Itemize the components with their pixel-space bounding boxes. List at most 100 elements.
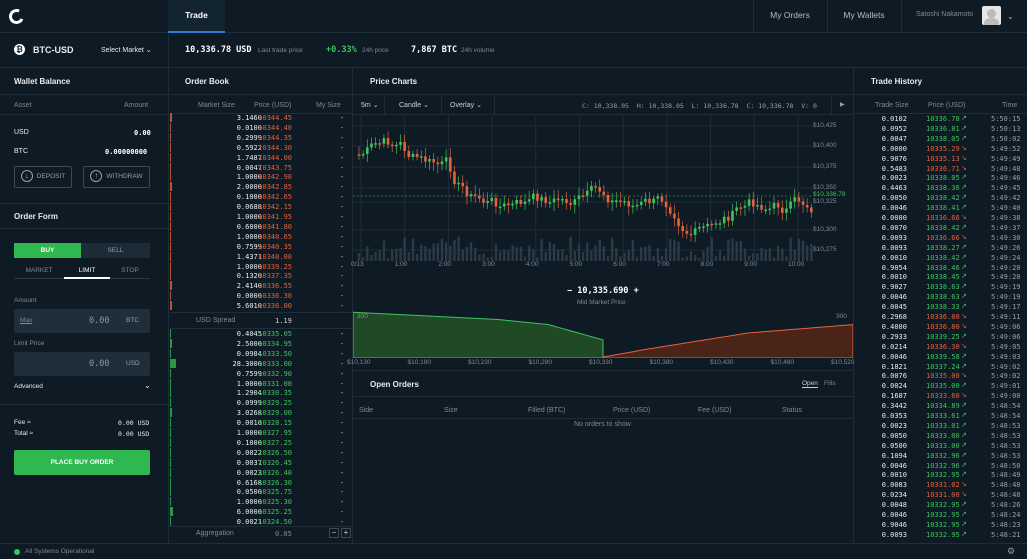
- orderbook-row[interactable]: 0.0022 10326.50 -: [170, 447, 352, 458]
- candle-body[interactable]: [706, 223, 709, 227]
- candle-body[interactable]: [656, 196, 660, 199]
- candle-body[interactable]: [386, 138, 390, 145]
- candle-body[interactable]: [469, 194, 473, 197]
- orderbook-row[interactable]: 1.2904 10330.35 -: [170, 388, 352, 398]
- orderbook-row[interactable]: 3.1460 10344.45 -: [170, 113, 352, 123]
- candle-body[interactable]: [411, 153, 415, 157]
- candle-body[interactable]: [735, 207, 738, 211]
- orderbook-row[interactable]: 28.3000 10333.00 -: [170, 358, 352, 369]
- candle-body[interactable]: [639, 201, 643, 205]
- candle-body[interactable]: [776, 202, 780, 208]
- candle-body[interactable]: [519, 199, 523, 204]
- candle-body[interactable]: [540, 197, 543, 201]
- candle-body[interactable]: [494, 197, 498, 207]
- orderbook-row[interactable]: 6.0000 10325.25 -: [170, 507, 352, 517]
- candle-body[interactable]: [565, 199, 568, 203]
- overlay-select[interactable]: Overlay ⌄: [450, 101, 482, 109]
- candle-body[interactable]: [527, 199, 531, 202]
- candle-body[interactable]: [556, 198, 560, 201]
- candle-body[interactable]: [801, 201, 805, 205]
- candle-body[interactable]: [585, 190, 589, 196]
- advanced-toggle[interactable]: Advanced ⌄: [14, 381, 151, 393]
- candle-body[interactable]: [722, 216, 726, 224]
- orderbook-row[interactable]: 0.1320 10337.35 -: [170, 271, 352, 281]
- candle-body[interactable]: [569, 202, 572, 205]
- aggregation-plus-button[interactable]: +: [341, 528, 351, 538]
- candle-body[interactable]: [436, 162, 440, 165]
- candle-body[interactable]: [473, 194, 477, 196]
- orderbook-row[interactable]: 1.7487 10344.00 -: [170, 152, 352, 163]
- candle-body[interactable]: [693, 228, 697, 235]
- tab-trade[interactable]: Trade: [168, 0, 225, 33]
- candle-body[interactable]: [449, 157, 452, 172]
- orderbook-row[interactable]: 0.0500 10325.75 -: [170, 487, 352, 497]
- candle-body[interactable]: [444, 157, 448, 162]
- orderbook-row[interactable]: 0.0047 10343.75 -: [170, 162, 352, 173]
- candle-body[interactable]: [635, 204, 639, 207]
- orderbook-row[interactable]: 0.0999 10329.25 -: [170, 398, 352, 408]
- orderbook-row[interactable]: 1.0000 10327.95 -: [170, 428, 352, 438]
- candle-body[interactable]: [627, 201, 631, 207]
- orderbook-row[interactable]: 5.6010 10336.00 -: [170, 301, 352, 311]
- place-buy-order-button[interactable]: PLACE BUY ORDER: [14, 450, 150, 475]
- orderbook-row[interactable]: 1.0000 10339.25 -: [170, 261, 352, 272]
- interval-select[interactable]: 5m ⌄: [361, 101, 379, 109]
- chart-type-select[interactable]: Candle ⌄: [399, 101, 429, 109]
- orderbook-row[interactable]: 2.0000 10342.85 -: [170, 182, 352, 192]
- candle-body[interactable]: [357, 154, 361, 156]
- candle-body[interactable]: [465, 186, 469, 197]
- candle-body[interactable]: [544, 197, 548, 204]
- candle-body[interactable]: [478, 195, 481, 199]
- candle-body[interactable]: [764, 209, 767, 212]
- candle-body[interactable]: [561, 199, 564, 201]
- candle-body[interactable]: [781, 207, 784, 213]
- candle-body[interactable]: [457, 182, 460, 185]
- candle-body[interactable]: [652, 198, 655, 204]
- orderbook-row[interactable]: 1.0000 10341.95 -: [170, 212, 352, 222]
- orderbook-row[interactable]: 0.5922 10344.30 -: [170, 142, 352, 153]
- candle-body[interactable]: [702, 226, 705, 228]
- gear-icon[interactable]: ⚙: [1007, 546, 1016, 556]
- candle-body[interactable]: [681, 226, 684, 232]
- candle-body[interactable]: [515, 199, 518, 204]
- orderbook-row[interactable]: 3.0268 10329.00 -: [170, 408, 352, 418]
- candle-body[interactable]: [768, 208, 772, 211]
- candle-body[interactable]: [739, 207, 743, 209]
- candle-body[interactable]: [751, 199, 755, 207]
- candle-body[interactable]: [602, 191, 606, 196]
- candle-body[interactable]: [428, 159, 431, 162]
- tab-open[interactable]: Open: [802, 380, 818, 388]
- candle-body[interactable]: [432, 159, 435, 163]
- candle-body[interactable]: [743, 205, 747, 208]
- candle-body[interactable]: [677, 218, 680, 227]
- candle-body[interactable]: [424, 156, 427, 162]
- orderbook-row[interactable]: 0.0100 10344.40 -: [170, 122, 352, 133]
- candle-body[interactable]: [403, 141, 406, 152]
- candle-body[interactable]: [366, 147, 369, 154]
- candle-body[interactable]: [482, 198, 485, 203]
- select-market-button[interactable]: Select Market ⌄: [101, 46, 152, 54]
- candle-body[interactable]: [548, 202, 552, 204]
- candle-body[interactable]: [805, 204, 809, 208]
- nav-my-wallets[interactable]: My Wallets: [843, 10, 885, 20]
- candle-body[interactable]: [660, 196, 664, 202]
- orderbook-row[interactable]: 2.4140 10336.55 -: [170, 281, 352, 291]
- candle-body[interactable]: [747, 199, 751, 206]
- sell-toggle[interactable]: SELL: [81, 243, 150, 258]
- orderbook-row[interactable]: 1.0000 10331.00 -: [170, 378, 352, 389]
- orderbook-row[interactable]: 0.7599 10332.90 -: [170, 368, 352, 379]
- candle-body[interactable]: [631, 205, 635, 208]
- candle-body[interactable]: [511, 203, 514, 206]
- deposit-button[interactable]: ↓ DEPOSIT: [14, 166, 72, 188]
- orderbook-row[interactable]: 0.1000 10342.65 -: [170, 192, 352, 202]
- orderbook-row[interactable]: 0.0021 10324.50 -: [170, 517, 352, 527]
- buy-toggle[interactable]: BUY: [14, 243, 81, 258]
- depth-chart[interactable]: [353, 280, 853, 358]
- candle-body[interactable]: [419, 156, 423, 158]
- orderbook-row[interactable]: 0.0010 10328.15 -: [170, 418, 352, 428]
- candle-body[interactable]: [615, 200, 618, 202]
- orderbook-row[interactable]: 0.0037 10326.45 -: [170, 457, 352, 468]
- candle-body[interactable]: [590, 185, 593, 191]
- candle-body[interactable]: [594, 185, 597, 188]
- orderbook-row[interactable]: 0.0023 10326.40 -: [170, 467, 352, 478]
